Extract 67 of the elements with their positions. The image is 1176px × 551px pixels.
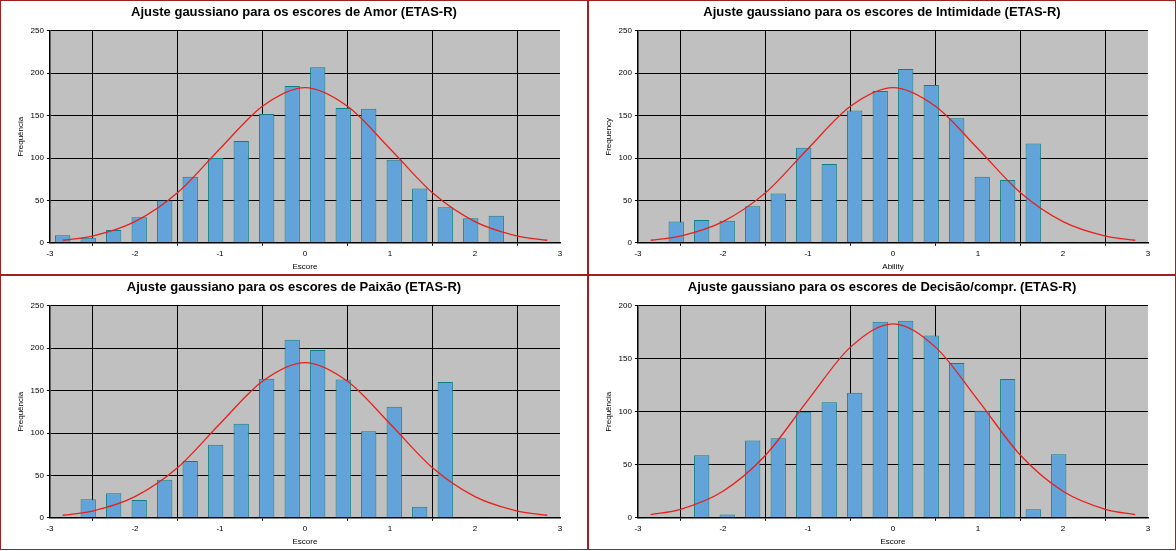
x-tick-label: 2 — [1060, 248, 1066, 258]
line-series — [650, 323, 1136, 516]
y-axis-title: Frequência — [16, 116, 25, 157]
y-tick-label: 150 — [618, 354, 633, 363]
y-tick-label: 0 — [627, 238, 633, 247]
y-tick-label: 100 — [30, 153, 45, 163]
y-tick-label: 250 — [30, 301, 45, 310]
y-tick-label: 200 — [30, 343, 45, 353]
y-tick-label: 0 — [627, 513, 633, 522]
y-tick-label: 100 — [618, 407, 633, 416]
x-tick-label: 3 — [1145, 248, 1151, 258]
y-tick-label: 100 — [618, 153, 633, 163]
x-tick-label: 2 — [472, 248, 478, 258]
x-tick-label: -2 — [719, 523, 728, 533]
y-tick-label: 50 — [623, 460, 633, 469]
x-tick-label: 3 — [1145, 523, 1151, 533]
y-tick-label: 200 — [30, 68, 45, 78]
line-series — [62, 86, 548, 241]
chart-title: Ajuste gaussiano para os escores de Intimidade (ETAS-R) — [703, 4, 1061, 21]
y-tick-label: 150 — [30, 385, 45, 395]
y-tick-label: 250 — [618, 26, 633, 35]
x-tick-label: 0 — [890, 248, 896, 258]
x-tick-label: 1 — [387, 523, 393, 533]
y-axis-title: Frequency — [604, 117, 613, 156]
x-tick-label: 1 — [387, 248, 393, 258]
x-tick-label: 2 — [1060, 523, 1066, 533]
x-tick-label: -1 — [216, 523, 225, 533]
x-axis-title: Escore — [880, 537, 906, 547]
y-axis-title: Frequência — [16, 391, 25, 432]
y-tick-label: 50 — [35, 195, 45, 205]
x-tick-label: 0 — [890, 523, 896, 533]
x-axis-title: Escore — [292, 537, 318, 547]
chart-title: Ajuste gaussiano para os escores de Decisão/compr. (ETAS-R) — [687, 279, 1077, 296]
x-tick-label: -2 — [719, 248, 728, 258]
y-tick-label: 50 — [35, 470, 45, 480]
x-tick-label: 1 — [975, 523, 981, 533]
x-tick-label: 1 — [975, 248, 981, 258]
x-tick-label: -1 — [216, 248, 225, 258]
y-tick-label: 50 — [623, 195, 633, 205]
y-tick-label: 250 — [30, 26, 45, 35]
y-tick-label: 150 — [618, 110, 633, 120]
y-tick-label: 200 — [618, 68, 633, 78]
x-tick-label: -3 — [634, 523, 643, 533]
x-tick-label: 3 — [557, 523, 563, 533]
y-axis-title: Frequência — [604, 391, 613, 432]
x-tick-label: -3 — [46, 248, 55, 258]
y-tick-label: 0 — [39, 513, 45, 522]
y-tick-label: 150 — [30, 110, 45, 120]
x-tick-label: 0 — [302, 523, 308, 533]
x-tick-label: -3 — [46, 523, 55, 533]
x-tick-label: -2 — [131, 523, 140, 533]
y-tick-label: 0 — [39, 238, 45, 247]
x-tick-label: 3 — [557, 248, 563, 258]
y-tick-label: 100 — [30, 428, 45, 438]
x-tick-label: -1 — [804, 523, 813, 533]
x-tick-label: -1 — [804, 248, 813, 258]
y-tick-label: 200 — [618, 301, 633, 310]
line-series — [650, 86, 1136, 241]
x-axis-title: Ability — [882, 262, 904, 272]
chart-title: Ajuste gaussiano para os escores de Paixão (ETAS-R) — [126, 279, 462, 296]
x-tick-label: -3 — [634, 248, 643, 258]
x-axis-title: Escore — [292, 262, 318, 272]
x-tick-label: -2 — [131, 248, 140, 258]
line-series — [62, 361, 548, 516]
x-tick-label: 0 — [302, 248, 308, 258]
chart-title: Ajuste gaussiano para os escores de Amor (ETAS-R) — [131, 4, 457, 21]
x-tick-label: 2 — [472, 523, 478, 533]
